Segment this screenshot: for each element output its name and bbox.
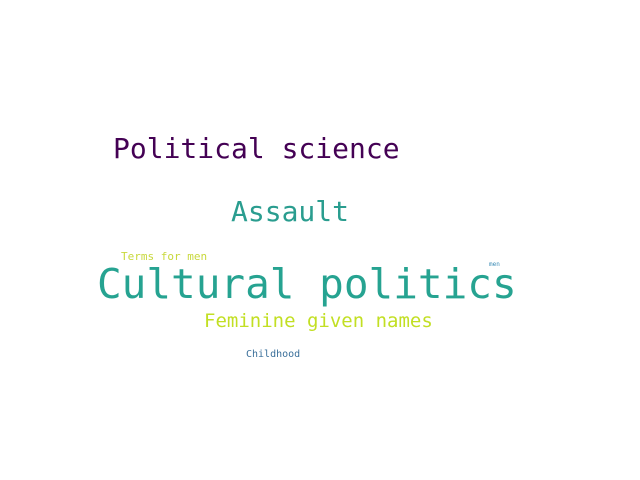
word-assault: Assault: [231, 195, 350, 228]
word-feminine-given-names: Feminine given names: [204, 310, 433, 332]
word-terms-for-men: Terms for men: [121, 250, 208, 263]
word-cultural-politics: Cultural politics: [97, 260, 517, 308]
word-political-science: Political science: [113, 132, 400, 165]
word-childhood: Childhood: [246, 349, 301, 360]
word-men: men: [489, 261, 500, 268]
